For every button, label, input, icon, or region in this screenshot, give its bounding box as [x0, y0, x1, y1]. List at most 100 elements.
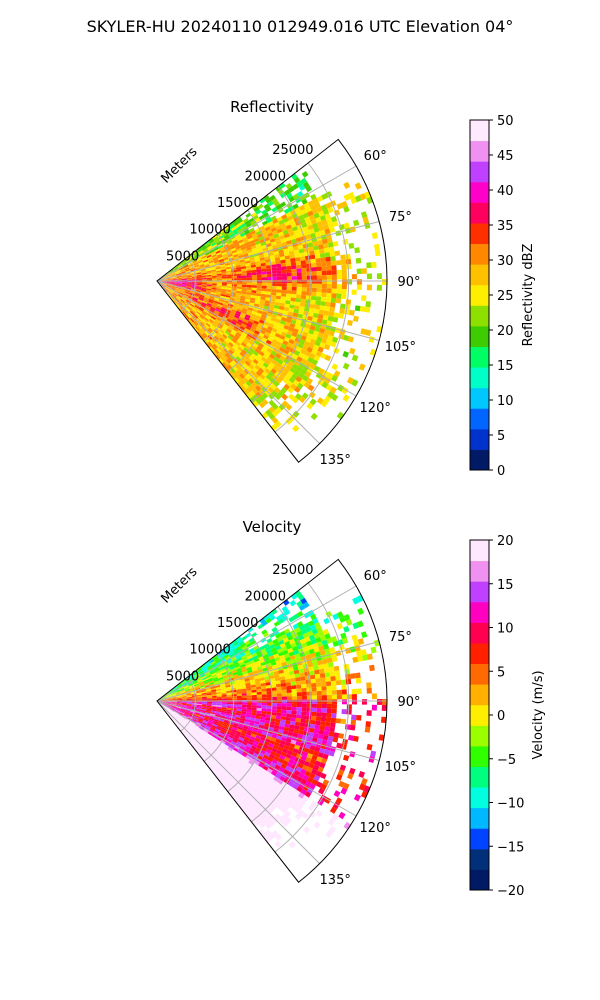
field-cell [246, 282, 252, 286]
field-cell [199, 294, 205, 298]
field-cell [185, 308, 190, 313]
field-cell [196, 721, 202, 725]
field-cell [248, 237, 254, 242]
field-cell [283, 349, 290, 355]
field-cell [279, 672, 285, 678]
field-cell [198, 262, 204, 266]
field-cell [215, 268, 222, 272]
field-cell [195, 292, 201, 295]
field-cell [199, 671, 205, 676]
field-cell [304, 255, 311, 261]
field-cell [207, 676, 213, 680]
field-cell [246, 392, 253, 400]
field-cell [237, 218, 244, 224]
field-cell [231, 307, 238, 311]
field-cell [273, 620, 280, 627]
field-cell [228, 342, 234, 348]
field-cell [229, 732, 235, 737]
field-cell [308, 246, 315, 252]
field-cell [311, 275, 317, 280]
colorbar-swatch [470, 161, 489, 183]
field-cell [329, 306, 336, 313]
field-cell [166, 704, 171, 707]
field-cell [343, 613, 351, 621]
field-cell [170, 287, 176, 290]
field-cell [262, 765, 269, 771]
field-cell [252, 350, 259, 357]
field-cell [185, 290, 191, 293]
field-cell [200, 270, 207, 273]
field-cell [166, 704, 172, 707]
field-cell [226, 702, 232, 705]
field-cell [176, 275, 182, 278]
field-cell [268, 362, 276, 369]
field-cell [291, 353, 299, 360]
field-cell [184, 735, 189, 741]
field-cell [305, 299, 311, 304]
field-cell [171, 283, 177, 285]
figure-title: SKYLER-HU 20240110 012949.016 UTC Elevat… [87, 17, 514, 36]
colorbar-swatch [470, 766, 489, 788]
field-cell [256, 266, 262, 270]
field-cell [273, 653, 280, 659]
field-cell [206, 288, 212, 291]
field-cell [266, 356, 274, 363]
field-cell [173, 711, 179, 715]
field-cell [232, 725, 239, 729]
field-cell [356, 688, 362, 695]
field-cell [221, 282, 227, 285]
field-cell [245, 800, 252, 807]
field-cell [252, 742, 258, 748]
field-cell [205, 712, 211, 715]
field-cell [194, 305, 200, 309]
field-cell [188, 724, 194, 729]
field-cell [250, 295, 256, 299]
field-cell [236, 710, 242, 714]
field-cell [216, 695, 222, 698]
field-cell [254, 768, 261, 774]
field-cell [195, 290, 201, 293]
field-cell [258, 752, 265, 758]
field-cell [273, 670, 280, 676]
field-cell [280, 238, 287, 243]
field-cell [203, 669, 209, 674]
field-cell [218, 312, 225, 317]
field-cell [196, 703, 202, 706]
field-cell [266, 711, 272, 716]
field-cell [216, 332, 223, 338]
field-cell [163, 288, 168, 293]
field-cell [187, 313, 192, 318]
field-cell [171, 701, 177, 703]
colorbar-swatch [470, 848, 489, 870]
field-cell [232, 239, 238, 244]
field-cell [178, 265, 183, 269]
field-cell [230, 347, 236, 353]
field-cell [173, 266, 178, 270]
field-cell [197, 737, 202, 742]
field-cell [221, 273, 227, 276]
field-cell [223, 300, 230, 304]
field-cell [251, 705, 257, 708]
field-cell [219, 337, 225, 343]
colorbar-swatch [470, 140, 489, 162]
field-cell [261, 694, 267, 698]
field-cell [177, 722, 182, 727]
field-cell [193, 321, 198, 327]
field-cell [276, 696, 282, 700]
field-cell [256, 702, 262, 706]
field-cell [239, 325, 246, 331]
field-cell [266, 217, 273, 224]
field-cell [241, 706, 247, 710]
field-cell [243, 788, 250, 795]
field-cell [251, 381, 258, 388]
field-cell [220, 755, 226, 761]
field-cell [345, 673, 351, 680]
field-cell [226, 229, 233, 235]
field-cell [221, 290, 227, 294]
field-cell [216, 708, 222, 711]
field-cell [247, 671, 254, 676]
field-cell [241, 688, 247, 692]
field-cell [177, 683, 182, 687]
field-cell [261, 746, 268, 752]
field-cell [252, 728, 258, 733]
